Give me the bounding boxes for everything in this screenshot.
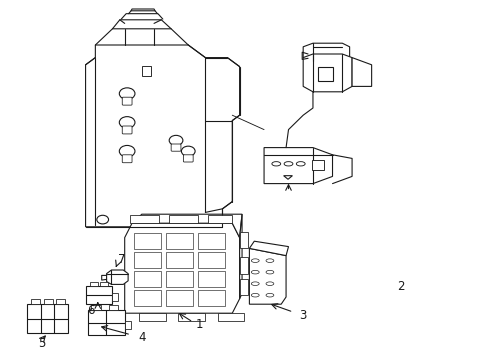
Bar — [134, 271, 161, 287]
Polygon shape — [303, 54, 351, 92]
Text: 1: 1 — [195, 318, 203, 331]
Bar — [44, 299, 53, 304]
Bar — [139, 313, 166, 321]
Polygon shape — [303, 43, 349, 61]
Ellipse shape — [251, 270, 259, 274]
Ellipse shape — [251, 293, 259, 297]
Ellipse shape — [265, 270, 273, 274]
Bar — [134, 252, 161, 268]
Bar — [91, 305, 101, 310]
Polygon shape — [351, 58, 371, 86]
Polygon shape — [124, 223, 239, 313]
Bar — [134, 233, 161, 249]
Ellipse shape — [265, 293, 273, 297]
Bar — [239, 257, 248, 274]
Polygon shape — [264, 148, 332, 184]
Bar — [207, 215, 232, 223]
Text: 3: 3 — [299, 309, 306, 322]
Polygon shape — [106, 270, 128, 284]
Polygon shape — [249, 241, 288, 256]
Bar — [178, 313, 205, 321]
Bar — [166, 233, 193, 249]
FancyBboxPatch shape — [122, 126, 132, 134]
Ellipse shape — [265, 259, 273, 262]
Bar — [100, 282, 108, 286]
Polygon shape — [27, 304, 68, 333]
Bar — [31, 299, 40, 304]
FancyBboxPatch shape — [122, 97, 132, 105]
Polygon shape — [249, 248, 285, 304]
Bar — [198, 290, 224, 306]
Ellipse shape — [251, 259, 259, 262]
Bar — [166, 271, 193, 287]
Bar — [129, 215, 159, 223]
Bar — [166, 290, 193, 306]
Polygon shape — [85, 45, 239, 227]
Text: 4: 4 — [138, 331, 145, 344]
Bar — [198, 233, 224, 249]
Bar — [239, 279, 248, 295]
FancyBboxPatch shape — [183, 155, 193, 162]
Bar — [112, 293, 118, 301]
Polygon shape — [283, 176, 292, 179]
FancyBboxPatch shape — [171, 144, 181, 151]
Text: 5: 5 — [38, 337, 45, 350]
Text: 7: 7 — [117, 253, 125, 266]
Polygon shape — [88, 310, 124, 335]
Polygon shape — [132, 214, 242, 238]
Bar — [56, 299, 65, 304]
Bar — [198, 271, 224, 287]
Bar — [124, 321, 130, 329]
Bar — [142, 66, 150, 76]
Bar — [239, 232, 248, 248]
Bar — [198, 252, 224, 268]
Polygon shape — [85, 286, 112, 304]
Text: 2: 2 — [396, 280, 404, 293]
Text: 6: 6 — [86, 304, 94, 317]
Bar — [166, 252, 193, 268]
Bar — [90, 282, 98, 286]
Bar — [317, 67, 332, 81]
Bar — [168, 215, 198, 223]
Bar — [108, 305, 118, 310]
Bar — [134, 290, 161, 306]
Bar — [217, 313, 244, 321]
FancyBboxPatch shape — [122, 155, 132, 163]
Polygon shape — [239, 214, 242, 299]
Ellipse shape — [265, 282, 273, 285]
Ellipse shape — [251, 282, 259, 285]
Bar — [311, 160, 323, 170]
